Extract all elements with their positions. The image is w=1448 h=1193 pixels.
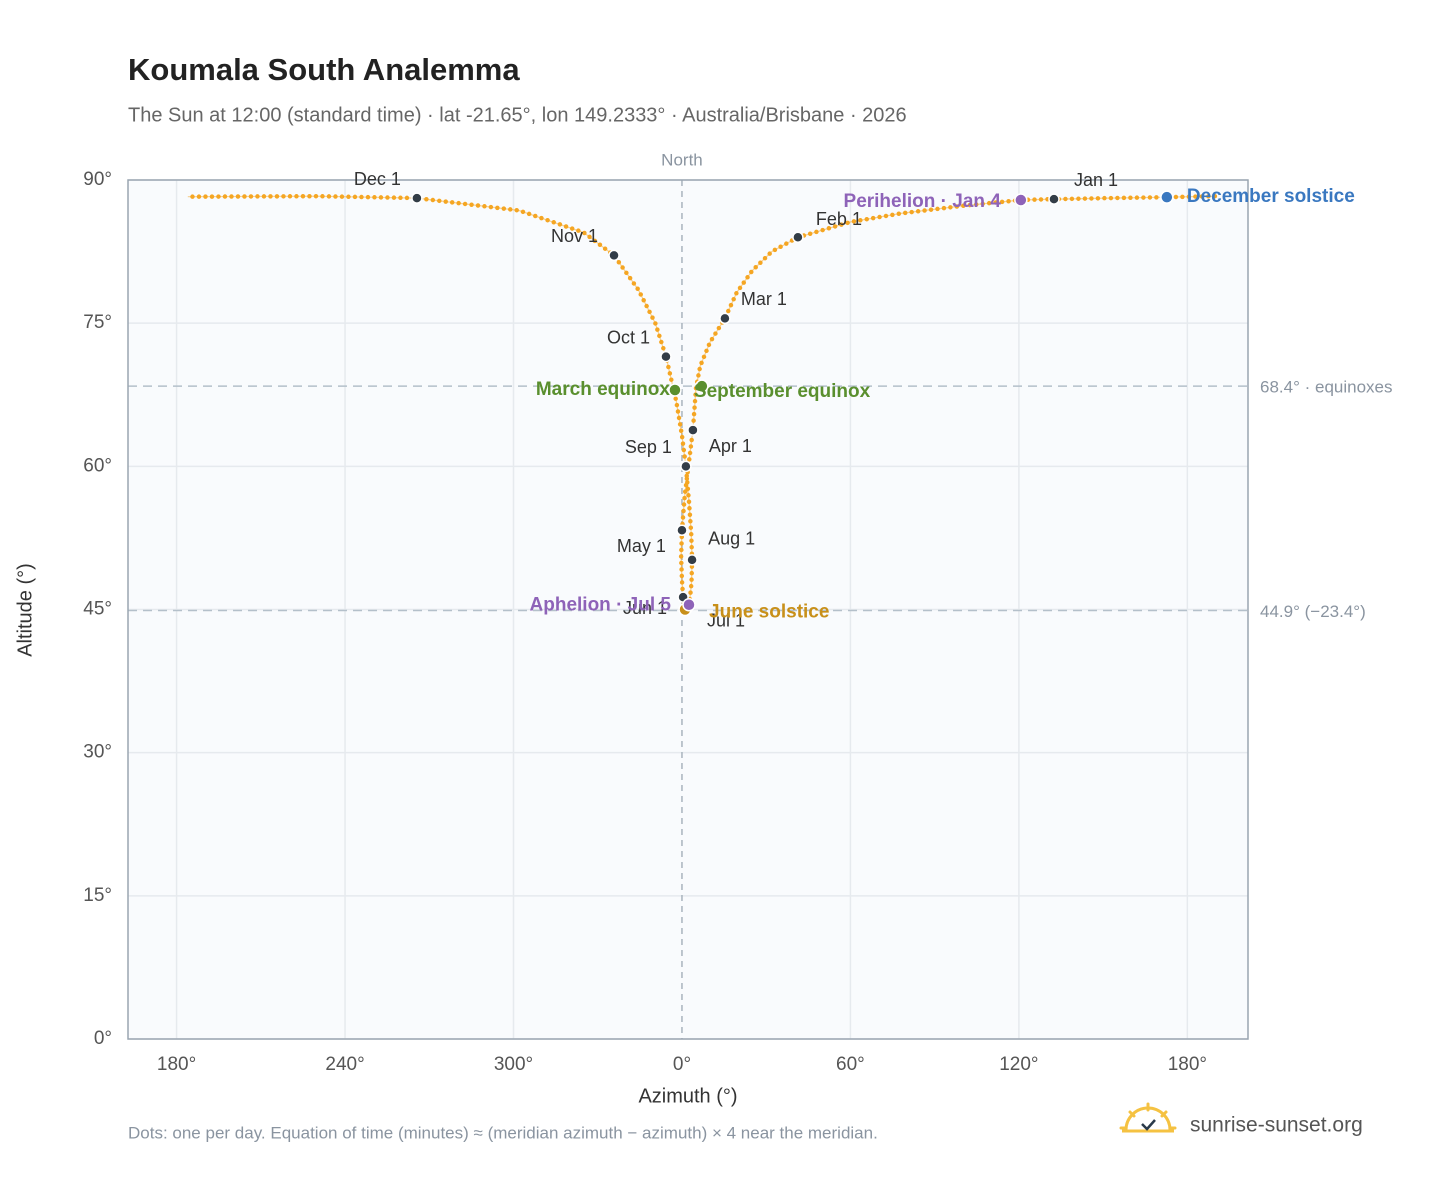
y-tick-label: 60° xyxy=(83,455,112,476)
plot-border xyxy=(127,179,1249,1040)
brand: sunrise-sunset.org xyxy=(1190,1114,1363,1137)
event-marker xyxy=(668,383,682,397)
chart-subtitle: The Sun at 12:00 (standard time) · lat -… xyxy=(128,104,907,126)
x-tick-label: 0° xyxy=(673,1054,691,1075)
event-marker xyxy=(1160,190,1174,204)
y-tick-label: 15° xyxy=(83,885,112,906)
month-label: Apr 1 xyxy=(709,436,752,456)
x-tick-label: 180° xyxy=(1168,1054,1207,1075)
month-marker xyxy=(1048,193,1060,205)
north-label: North xyxy=(661,150,703,169)
x-tick-label: 180° xyxy=(157,1054,196,1075)
reference-label: 44.9° (−23.4°) xyxy=(1260,602,1366,621)
month-label: Jun 1 xyxy=(623,598,667,618)
y-tick-label: 45° xyxy=(83,599,112,620)
month-label: Jan 1 xyxy=(1074,170,1118,190)
y-tick-label: 75° xyxy=(83,312,112,333)
y-tick-label: 30° xyxy=(83,742,112,763)
month-label: May 1 xyxy=(617,536,666,556)
x-tick-label: 60° xyxy=(836,1054,865,1075)
month-marker xyxy=(687,424,699,436)
event-marker xyxy=(1014,193,1028,207)
chart-title: Koumala South Analemma xyxy=(128,52,520,87)
month-marker xyxy=(792,231,804,244)
month-marker xyxy=(660,350,672,363)
x-tick-label: 300° xyxy=(494,1054,533,1075)
event-label: Perihelion · Jan 4 xyxy=(844,191,1002,212)
month-label: Oct 1 xyxy=(607,327,650,347)
event-label: December solstice xyxy=(1187,186,1355,207)
event-label: March equinox xyxy=(536,379,671,400)
event-marker xyxy=(682,597,696,612)
event-marker xyxy=(695,379,709,393)
month-label: Jul 1 xyxy=(707,610,745,630)
month-label: Sep 1 xyxy=(625,437,672,457)
event-label: September equinox xyxy=(694,381,871,402)
month-label: Aug 1 xyxy=(708,529,755,549)
month-marker xyxy=(608,249,620,262)
month-marker xyxy=(676,524,688,537)
event-label: June solstice xyxy=(709,602,829,623)
reference-label: 68.4° · equinoxes xyxy=(1260,378,1393,397)
month-marker xyxy=(411,192,423,204)
x-tick-label: 240° xyxy=(325,1054,364,1075)
y-tick-label: 0° xyxy=(94,1028,112,1049)
footnote: Dots: one per day. Equation of time (min… xyxy=(128,1123,878,1142)
month-marker xyxy=(719,312,731,325)
month-marker xyxy=(686,554,698,566)
month-label: Feb 1 xyxy=(816,209,862,229)
month-label: Dec 1 xyxy=(354,169,401,189)
month-label: Nov 1 xyxy=(551,226,598,246)
month-label: Mar 1 xyxy=(741,289,787,309)
brand-logo xyxy=(1119,1102,1177,1133)
x-tick-label: 120° xyxy=(999,1054,1038,1075)
month-marker xyxy=(680,460,692,473)
y-tick-label: 90° xyxy=(83,169,112,190)
y-axis-label: Altitude (°) xyxy=(14,563,36,657)
x-axis-label: Azimuth (°) xyxy=(638,1085,737,1107)
event-label: Aphelion · Jul 5 xyxy=(530,595,672,616)
